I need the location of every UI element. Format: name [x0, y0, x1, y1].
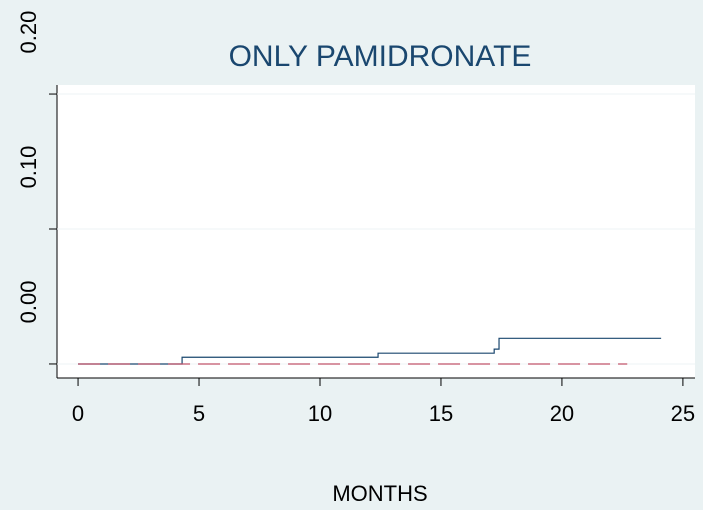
y-tick-label: 0.10	[16, 146, 41, 189]
y-tick-label: 0.00	[16, 281, 41, 324]
x-tick-label: 25	[671, 401, 695, 426]
x-tick-label: 15	[429, 401, 453, 426]
x-tick-label: 10	[308, 401, 332, 426]
x-tick-label: 0	[72, 401, 84, 426]
plot-area	[57, 85, 695, 378]
x-tick-label: 5	[193, 401, 205, 426]
chart-title: ONLY PAMIDRONATE	[229, 40, 532, 73]
y-tick-label: 0.20	[16, 11, 41, 54]
x-tick-label: 20	[550, 401, 574, 426]
x-axis-label: MONTHS	[332, 481, 427, 506]
series-line	[78, 337, 662, 365]
